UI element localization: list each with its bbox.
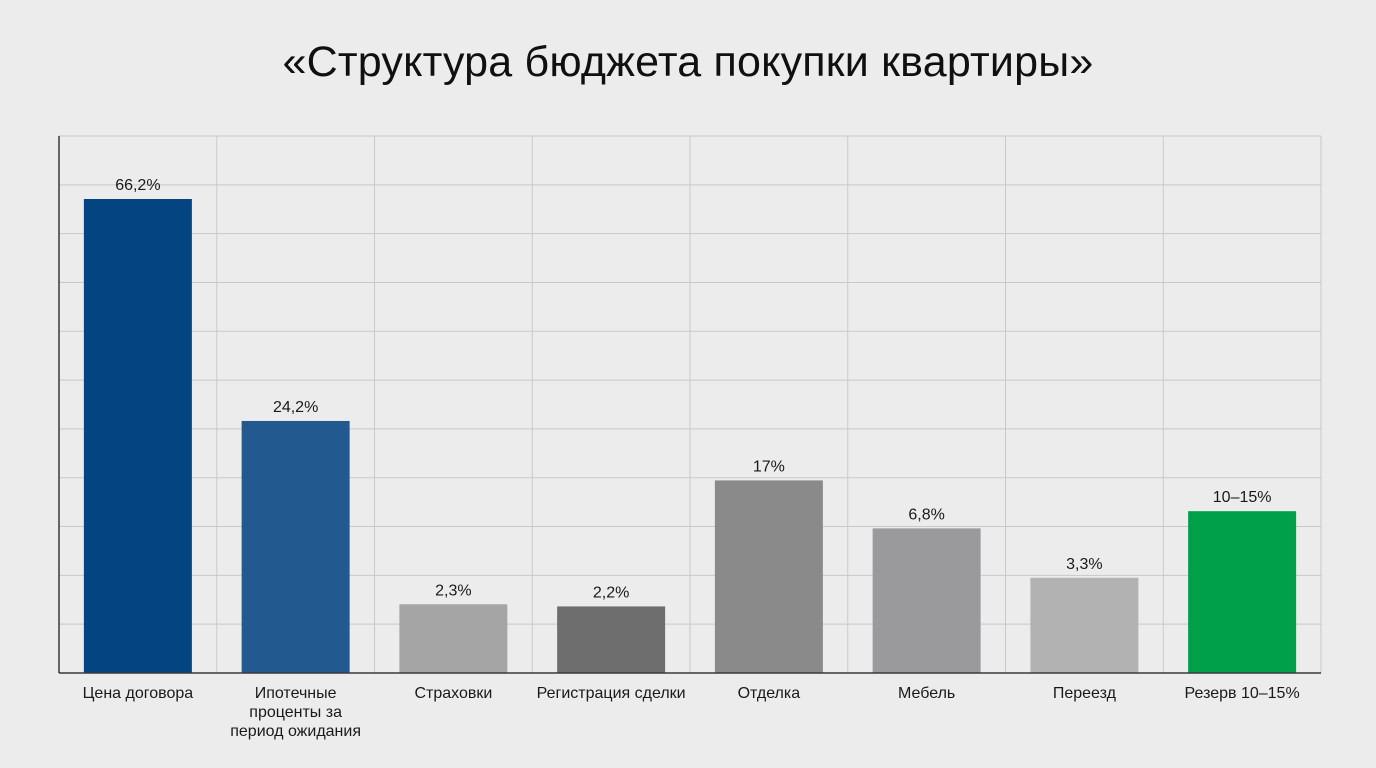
bar-value-label: 6,8% (908, 506, 944, 523)
bar (83, 199, 192, 673)
bar (557, 606, 666, 673)
category-label: Ипотечные проценты за период ожидания (230, 685, 361, 740)
category-label: Страховки (414, 685, 493, 702)
bar-value-label: 2,2% (593, 584, 629, 601)
bar-value-label: 24,2% (273, 399, 318, 416)
bar (241, 420, 350, 673)
category-label: Цена договора (82, 685, 194, 702)
axes (58, 136, 1321, 674)
bar (399, 604, 508, 673)
category-label: Переезд (1052, 685, 1116, 702)
bar-value-label: 66,2% (115, 177, 160, 194)
bar (714, 480, 823, 673)
category-label: Резерв 10–15% (1184, 685, 1300, 702)
category-label: Отделка (737, 685, 801, 702)
value-labels: 66,2% 24,2% 2,3% 2,2% 17% 6,8% 3,3% 10–15% (115, 177, 1271, 601)
bar-value-label: 17% (753, 458, 785, 475)
bar (1030, 577, 1139, 673)
bar (872, 528, 981, 673)
chart-title: «Структура бюджета покупки квартиры» (282, 38, 1094, 86)
bar-value-label: 10–15% (1213, 489, 1272, 506)
bar (1188, 511, 1297, 673)
bar-value-label: 2,3% (435, 582, 471, 599)
bar-value-label: 3,3% (1066, 556, 1102, 573)
category-label: Мебель (898, 685, 956, 702)
category-label: Регистрация сделки (536, 685, 686, 702)
bars (83, 199, 1297, 673)
